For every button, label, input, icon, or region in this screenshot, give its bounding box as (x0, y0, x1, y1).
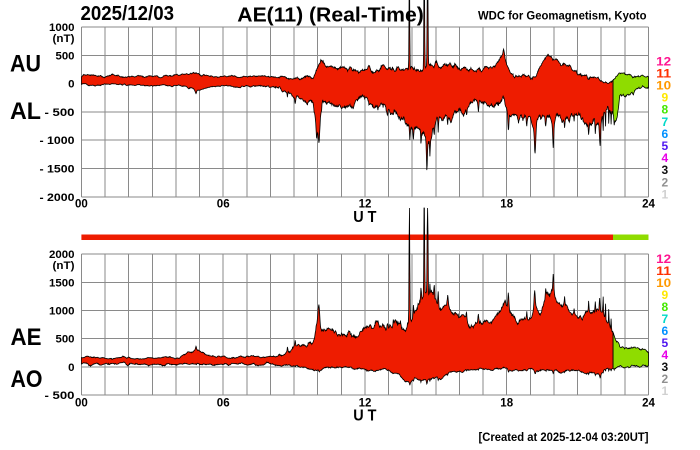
svg-text:11: 11 (656, 66, 671, 80)
svg-text:WDC for Geomagnetism, Kyoto: WDC for Geomagnetism, Kyoto (478, 9, 647, 23)
svg-text:500: 500 (56, 334, 75, 346)
svg-text:U T: U T (353, 408, 376, 425)
svg-text:2000: 2000 (49, 249, 75, 261)
svg-text:1: 1 (662, 187, 669, 201)
svg-text:(nT): (nT) (53, 33, 75, 45)
svg-text:1000: 1000 (49, 22, 75, 34)
svg-text:- 2000: - 2000 (40, 192, 75, 204)
svg-text:- 500: - 500 (45, 390, 75, 402)
svg-text:18: 18 (500, 398, 513, 410)
svg-text:2: 2 (662, 175, 669, 189)
svg-text:18: 18 (500, 199, 513, 211)
svg-text:0: 0 (68, 79, 74, 91)
svg-text:(nT): (nT) (53, 260, 75, 272)
svg-text:AU: AU (10, 51, 41, 78)
svg-text:06: 06 (217, 199, 230, 211)
svg-text:10: 10 (656, 276, 671, 290)
svg-text:3: 3 (662, 360, 669, 374)
svg-text:1: 1 (662, 384, 669, 398)
svg-text:1500: 1500 (49, 277, 75, 289)
svg-text:U T: U T (353, 209, 376, 226)
svg-text:AE(11) (Real-Time): AE(11) (Real-Time) (237, 4, 423, 27)
svg-text:2025/12/03: 2025/12/03 (81, 2, 175, 25)
svg-text:AO: AO (11, 366, 43, 393)
svg-text:1000: 1000 (49, 306, 75, 318)
svg-text:4: 4 (662, 151, 669, 165)
svg-text:500: 500 (56, 50, 75, 62)
svg-text:6: 6 (662, 127, 669, 141)
svg-text:- 500: - 500 (45, 107, 75, 119)
svg-text:8: 8 (662, 103, 669, 117)
svg-text:12: 12 (656, 252, 671, 266)
svg-text:12: 12 (359, 199, 372, 211)
svg-text:5: 5 (662, 139, 669, 153)
svg-text:12: 12 (359, 398, 372, 410)
svg-text:00: 00 (75, 398, 88, 410)
svg-text:4: 4 (662, 348, 669, 362)
svg-text:7: 7 (662, 312, 669, 326)
svg-text:8: 8 (662, 300, 669, 314)
svg-text:AL: AL (10, 98, 41, 125)
svg-text:00: 00 (75, 199, 88, 211)
svg-text:5: 5 (662, 336, 669, 350)
svg-text:9: 9 (662, 91, 669, 105)
svg-text:12: 12 (656, 54, 671, 68)
svg-text:06: 06 (217, 398, 230, 410)
svg-text:- 1000: - 1000 (40, 135, 75, 147)
svg-text:24: 24 (642, 398, 655, 410)
svg-text:10: 10 (656, 79, 671, 93)
svg-text:2: 2 (662, 372, 669, 386)
svg-text:3: 3 (662, 163, 669, 177)
svg-text:6: 6 (662, 324, 669, 338)
svg-text:- 1500: - 1500 (40, 164, 75, 176)
svg-text:11: 11 (656, 264, 671, 278)
svg-text:24: 24 (642, 199, 655, 211)
svg-text:[Created at 2025-12-04 03:20UT: [Created at 2025-12-04 03:20UT] (479, 430, 649, 444)
svg-text:7: 7 (662, 115, 669, 129)
svg-text:0: 0 (68, 362, 74, 374)
svg-text:9: 9 (662, 288, 669, 302)
svg-text:AE: AE (11, 324, 42, 351)
